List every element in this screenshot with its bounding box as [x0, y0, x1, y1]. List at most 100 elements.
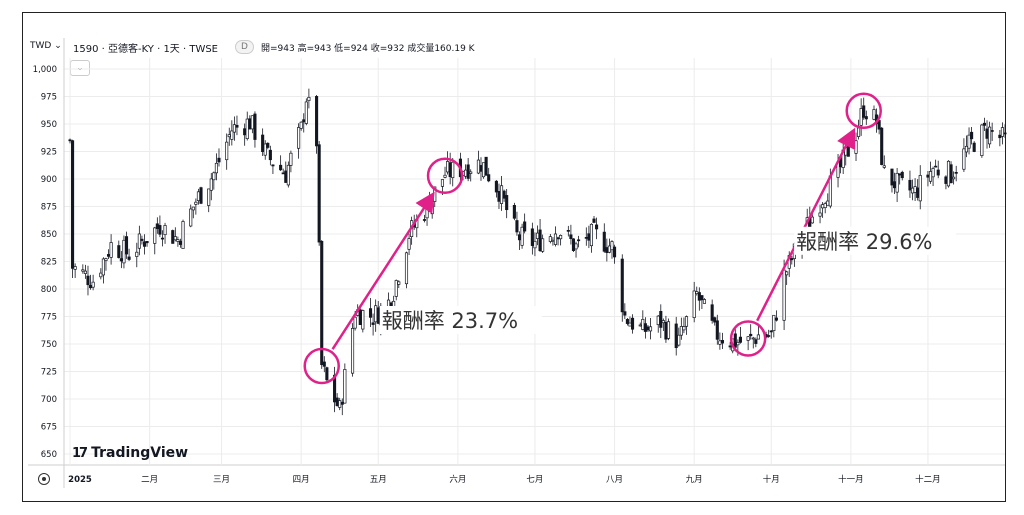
candle-body: [248, 118, 252, 130]
candle-body: [145, 241, 149, 244]
candle-body: [785, 271, 789, 276]
candle-body: [299, 121, 303, 129]
candle-body: [908, 179, 912, 191]
candle-body: [988, 126, 992, 145]
candle-body: [68, 139, 72, 142]
candle-body: [307, 96, 311, 101]
candle-body: [155, 223, 159, 229]
candle-body: [990, 130, 994, 132]
candle-body: [119, 258, 123, 262]
candle-body: [88, 284, 93, 289]
candle-body: [322, 361, 326, 367]
candle-body: [494, 180, 498, 193]
candle-body: [124, 236, 129, 255]
candle-body: [153, 227, 157, 244]
candle-body: [250, 115, 254, 130]
candle-body: [677, 334, 681, 346]
y-tick-label: 650: [41, 450, 57, 460]
candle-body: [684, 316, 689, 327]
return-arrow: [756, 127, 856, 322]
y-tick-label: 700: [41, 395, 57, 405]
tradingview-logo: 17 TradingView: [72, 445, 188, 461]
candle-body: [127, 256, 131, 260]
candle-body: [746, 336, 750, 341]
candle-body: [286, 164, 290, 186]
return-label: 報酬率 29.6%: [796, 230, 932, 254]
x-tick-label: 四月: [293, 475, 310, 485]
candle-body: [985, 128, 989, 139]
candle-body: [83, 270, 87, 274]
candle-body: [476, 159, 480, 174]
candle-body: [931, 168, 935, 178]
candle-body: [538, 229, 542, 252]
candle-body: [910, 187, 915, 194]
start-circle: [303, 347, 340, 385]
candle-body: [443, 174, 447, 178]
end-circle: [426, 157, 464, 194]
candle-body: [227, 134, 231, 138]
candle-body: [756, 334, 760, 340]
y-tick-label: 775: [41, 313, 57, 323]
candle-body: [648, 326, 653, 332]
candle-body: [404, 252, 409, 285]
candle-body: [854, 140, 858, 154]
candle-body: [710, 304, 714, 321]
candle-body: [466, 164, 470, 179]
candle-body: [533, 240, 537, 249]
candle-body: [263, 143, 267, 156]
label-background: [794, 226, 957, 255]
candle-body: [361, 310, 365, 330]
candle-body: [253, 113, 257, 140]
candle-body: [351, 328, 355, 374]
candle-body: [535, 232, 540, 239]
candle-body: [1000, 127, 1004, 137]
candle-body: [289, 152, 293, 166]
candle-body: [952, 176, 956, 180]
candle-body: [625, 318, 629, 324]
candle-body: [320, 240, 324, 365]
candle-body: [499, 185, 504, 204]
y-tick-label: 925: [41, 148, 57, 158]
candle-body: [371, 322, 375, 325]
candle-body: [487, 174, 491, 182]
candle-body: [173, 236, 177, 241]
candle-body: [194, 201, 198, 205]
chart-frame: [22, 12, 1006, 502]
candle-body: [769, 330, 773, 333]
candle-body: [602, 231, 606, 252]
candle-body: [284, 170, 288, 183]
x-tick-label: 八月: [606, 475, 623, 485]
y-tick-label: 1,000: [33, 65, 57, 75]
candle-body: [523, 221, 527, 232]
candle-body: [553, 233, 558, 245]
candle-body: [512, 204, 516, 219]
candle-body: [73, 266, 77, 270]
candle-body: [918, 175, 922, 202]
candle-body: [718, 340, 722, 345]
candle-body: [101, 258, 105, 276]
candle-body: [916, 187, 920, 198]
interval-badge[interactable]: D: [235, 40, 254, 54]
candle-body: [271, 164, 275, 167]
candle-body: [970, 131, 974, 140]
candle-body: [394, 280, 398, 297]
candle-body: [243, 128, 247, 136]
tradingview-logo-text: TradingView: [91, 445, 189, 461]
candle-body: [962, 148, 966, 170]
settings-gear-icon[interactable]: [38, 473, 50, 485]
currency-selector[interactable]: TWD ⌄: [30, 41, 62, 51]
candle-body: [895, 172, 899, 193]
candle-body: [304, 101, 308, 124]
candle-body: [189, 208, 193, 227]
tradingview-mark-icon: 17: [72, 446, 88, 461]
candle-body: [661, 320, 665, 324]
candle-body: [695, 291, 699, 295]
candle-body: [880, 127, 884, 165]
candle-body: [191, 206, 195, 211]
candle-body: [702, 299, 707, 304]
y-tick-label: 875: [41, 203, 57, 213]
candle-body: [613, 246, 617, 258]
candle-body: [268, 149, 272, 161]
y-tick-label: 675: [41, 423, 57, 433]
candle-body: [551, 239, 555, 242]
